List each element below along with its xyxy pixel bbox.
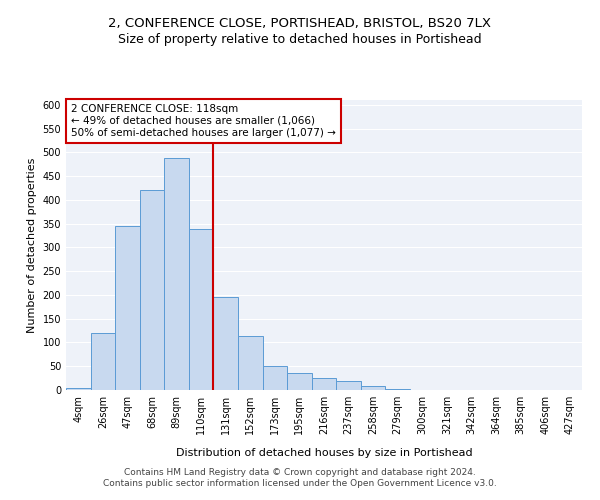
Bar: [214, 298, 238, 390]
Bar: [361, 386, 385, 390]
Bar: [189, 230, 214, 390]
Bar: [91, 333, 115, 390]
Text: Contains HM Land Registry data © Crown copyright and database right 2024.
Contai: Contains HM Land Registry data © Crown c…: [103, 468, 497, 487]
Bar: [287, 374, 312, 390]
Bar: [336, 382, 361, 390]
Bar: [312, 378, 336, 390]
Bar: [140, 190, 164, 390]
Text: Distribution of detached houses by size in Portishead: Distribution of detached houses by size …: [176, 448, 472, 458]
Text: Size of property relative to detached houses in Portishead: Size of property relative to detached ho…: [118, 32, 482, 46]
Text: 2, CONFERENCE CLOSE, PORTISHEAD, BRISTOL, BS20 7LX: 2, CONFERENCE CLOSE, PORTISHEAD, BRISTOL…: [109, 18, 491, 30]
Bar: [66, 388, 91, 390]
Bar: [263, 366, 287, 390]
Bar: [164, 158, 189, 390]
Text: 2 CONFERENCE CLOSE: 118sqm
← 49% of detached houses are smaller (1,066)
50% of s: 2 CONFERENCE CLOSE: 118sqm ← 49% of deta…: [71, 104, 336, 138]
Bar: [238, 336, 263, 390]
Bar: [385, 388, 410, 390]
Bar: [115, 226, 140, 390]
Y-axis label: Number of detached properties: Number of detached properties: [27, 158, 37, 332]
